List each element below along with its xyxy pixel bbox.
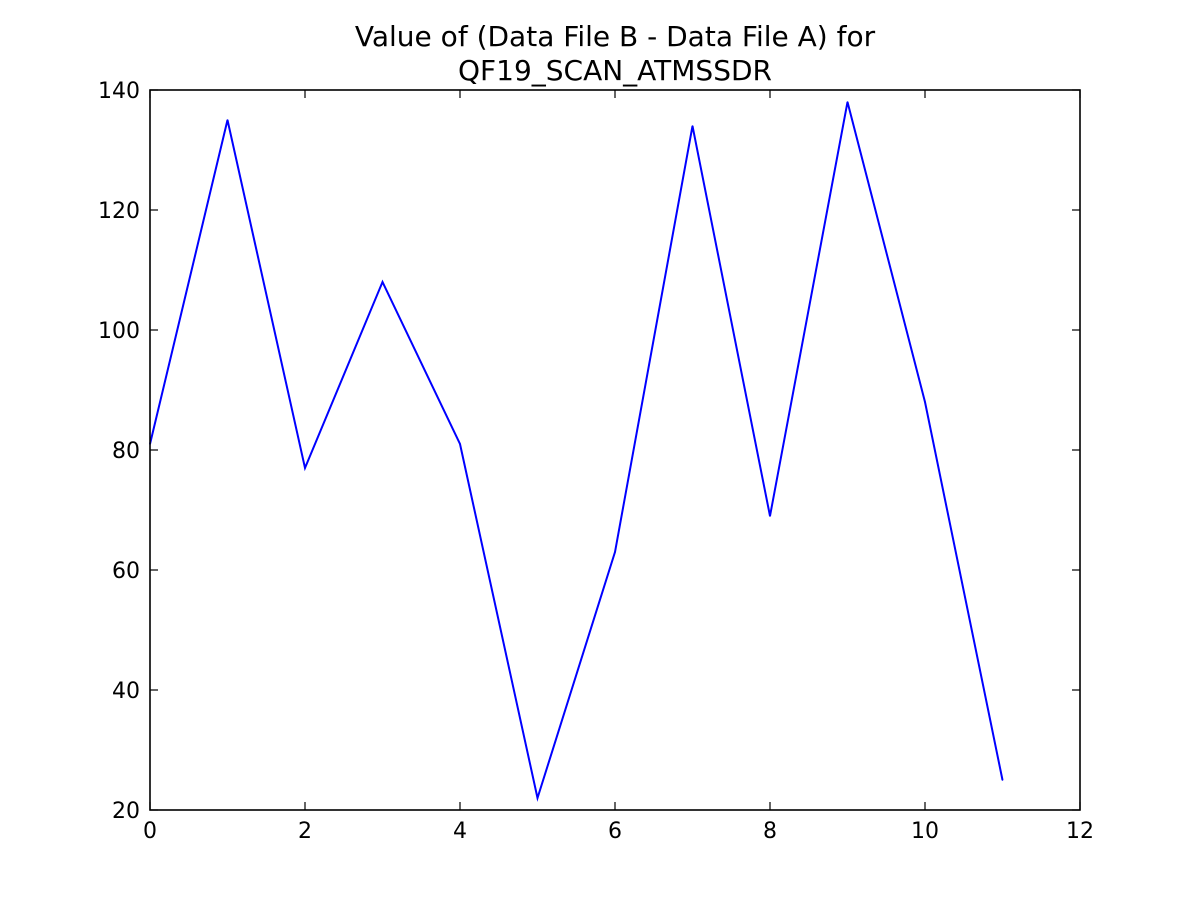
x-tick-label: 6 <box>608 819 622 844</box>
x-tick-label: 4 <box>453 819 467 844</box>
y-tick-label: 120 <box>98 199 140 224</box>
data-point <box>846 101 849 103</box>
plot-area-frame <box>149 89 1081 811</box>
x-tick-label: 0 <box>143 819 157 844</box>
x-tick-label: 2 <box>298 819 312 844</box>
data-point <box>769 515 771 517</box>
y-tick-label: 140 <box>98 79 140 104</box>
y-tick-label: 40 <box>112 679 140 704</box>
data-point <box>226 119 229 121</box>
data-point <box>459 443 461 445</box>
data-point <box>381 281 384 283</box>
data-point <box>614 551 616 553</box>
data-point <box>691 125 694 127</box>
data-point <box>924 401 926 403</box>
y-tick-label: 80 <box>112 439 140 464</box>
y-tick-label: 60 <box>112 559 140 584</box>
series-line-1 <box>149 101 1004 802</box>
data-point <box>536 797 539 799</box>
x-tick-label: 8 <box>763 819 777 844</box>
chart-title-line-1: Value of (Data File B - Data File A) for <box>355 20 876 53</box>
x-tick-label: 12 <box>1066 819 1094 844</box>
ticks-layer: 0 2 4 6 8 10 12 20 40 60 80 100 120 140 <box>98 79 1094 844</box>
y-tick-label: 100 <box>98 319 140 344</box>
y-tick-label: 20 <box>112 799 140 824</box>
x-tick-label: 10 <box>911 819 939 844</box>
data-point <box>304 467 306 469</box>
chart-title-line-2: QF19_SCAN_ATMSSDR <box>458 54 772 87</box>
data-point <box>1001 779 1004 781</box>
series-layer <box>149 101 1004 802</box>
